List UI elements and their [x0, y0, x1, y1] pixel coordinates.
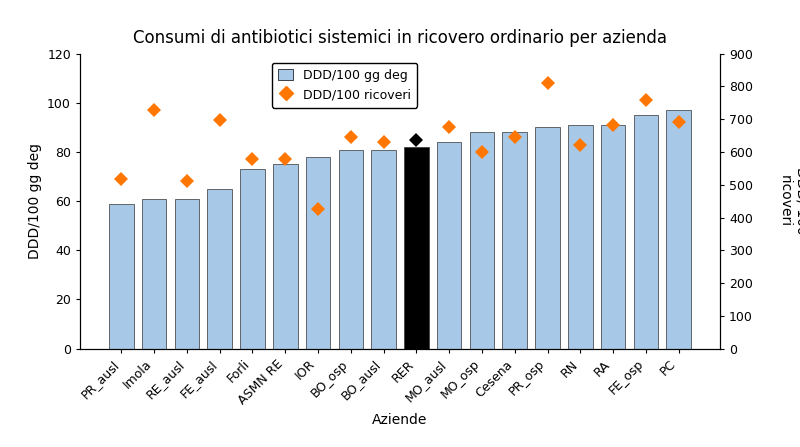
Bar — [535, 127, 560, 349]
Bar — [502, 132, 527, 349]
Bar — [601, 125, 626, 349]
Bar — [371, 149, 396, 349]
Title: Consumi di antibiotici sistemici in ricovero ordinario per azienda: Consumi di antibiotici sistemici in rico… — [133, 29, 667, 46]
Bar — [240, 169, 265, 349]
Bar — [207, 189, 232, 349]
Bar — [404, 147, 429, 349]
Bar — [470, 132, 494, 349]
Legend: DDD/100 gg deg, DDD/100 ricoveri: DDD/100 gg deg, DDD/100 ricoveri — [272, 63, 418, 108]
Bar — [306, 157, 330, 349]
Bar — [666, 110, 691, 349]
Bar — [109, 204, 134, 349]
Y-axis label: DDD/100 gg deg: DDD/100 gg deg — [27, 143, 42, 259]
Y-axis label: DDD/ 100
ricoveri: DDD/ 100 ricoveri — [778, 167, 800, 235]
Bar — [273, 164, 298, 349]
X-axis label: Aziende: Aziende — [372, 413, 428, 427]
Bar — [437, 142, 462, 349]
Bar — [174, 198, 199, 349]
Bar — [634, 115, 658, 349]
Bar — [142, 198, 166, 349]
Bar — [568, 125, 593, 349]
Bar — [338, 149, 363, 349]
